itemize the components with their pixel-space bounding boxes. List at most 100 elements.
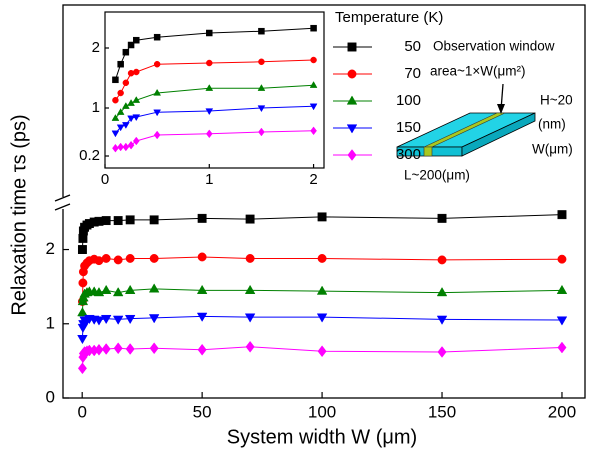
marker [557, 254, 567, 264]
marker [117, 60, 124, 68]
series-line [81, 256, 562, 302]
x-tick-label: 100 [308, 402, 336, 421]
legend-marker [346, 95, 358, 105]
marker [148, 314, 160, 324]
marker [127, 140, 135, 150]
marker [117, 142, 124, 152]
series-line [115, 59, 314, 101]
marker [197, 343, 207, 356]
marker [111, 130, 120, 138]
marker [100, 284, 112, 294]
marker [121, 122, 130, 129]
legend-label: 100 [396, 92, 421, 109]
series [112, 126, 317, 153]
device-sketch [396, 83, 536, 157]
marker [556, 284, 568, 294]
arrow-head [497, 104, 505, 114]
marker [127, 115, 135, 123]
y-tick-label: 0 [46, 387, 55, 406]
marker [317, 345, 327, 358]
legend-marker [347, 69, 357, 79]
series-line [115, 130, 314, 149]
series [77, 312, 568, 345]
marker [310, 126, 317, 136]
marker [197, 213, 207, 223]
marker [316, 285, 328, 295]
marker [310, 56, 317, 64]
marker [101, 343, 111, 355]
marker [310, 24, 317, 32]
marker [77, 335, 88, 345]
marker [116, 124, 125, 132]
marker [257, 84, 266, 91]
series [111, 103, 318, 138]
marker [133, 36, 140, 44]
marker [117, 89, 124, 97]
legend-label: 300 [396, 146, 421, 163]
annotation: W(μm) [532, 142, 573, 157]
marker [557, 210, 567, 220]
observation-stripe [423, 146, 433, 157]
x-tick-label: 50 [193, 402, 212, 421]
marker [111, 114, 120, 121]
marker [113, 342, 123, 355]
marker [124, 314, 136, 325]
marker [153, 130, 161, 140]
marker [436, 315, 448, 325]
marker [316, 313, 328, 323]
marker [153, 88, 162, 96]
marker [125, 343, 135, 355]
marker [113, 255, 123, 265]
marker [153, 33, 161, 41]
x-tick-label: 0 [77, 402, 86, 421]
marker [116, 108, 125, 115]
marker [245, 214, 255, 224]
marker [112, 315, 124, 325]
marker [148, 283, 160, 293]
legend-marker [347, 149, 357, 161]
marker [93, 316, 105, 326]
marker [317, 212, 327, 222]
marker [112, 287, 124, 297]
marker [124, 284, 136, 294]
legend-marker [347, 42, 357, 52]
axis-break-mark [54, 194, 71, 202]
annotation: Observation window [433, 39, 555, 54]
marker [149, 215, 159, 225]
series-line [114, 27, 314, 80]
annotation: area~1×W(μm²) [430, 64, 526, 79]
series [77, 283, 568, 317]
series [112, 24, 317, 84]
marker [77, 362, 87, 375]
legend-label: 150 [396, 119, 421, 136]
x-tick-label: 200 [548, 402, 576, 421]
marker [437, 346, 447, 358]
marker [78, 233, 88, 243]
marker [245, 253, 255, 263]
series [112, 56, 317, 104]
series [111, 81, 318, 121]
marker [556, 316, 568, 326]
marker [244, 313, 256, 323]
marker [133, 68, 140, 76]
marker [132, 114, 141, 122]
x-tick-label: 0 [101, 171, 109, 188]
marker [113, 216, 123, 226]
marker [196, 284, 208, 294]
x-axis-label: System width W (μm) [227, 426, 417, 448]
y-tick-label: 0.2 [79, 147, 100, 164]
y-tick-label: 2 [92, 39, 100, 56]
marker [437, 255, 447, 265]
marker [196, 312, 208, 322]
marker [257, 105, 266, 113]
marker [205, 108, 214, 116]
marker [205, 84, 214, 91]
legend-label: 50 [404, 38, 421, 55]
y-tick-label: 1 [92, 99, 100, 116]
marker [436, 287, 448, 297]
marker [309, 81, 318, 88]
marker [149, 342, 159, 355]
marker [122, 142, 130, 152]
y-axis-label: Relaxation time τs (ps) [8, 114, 30, 315]
